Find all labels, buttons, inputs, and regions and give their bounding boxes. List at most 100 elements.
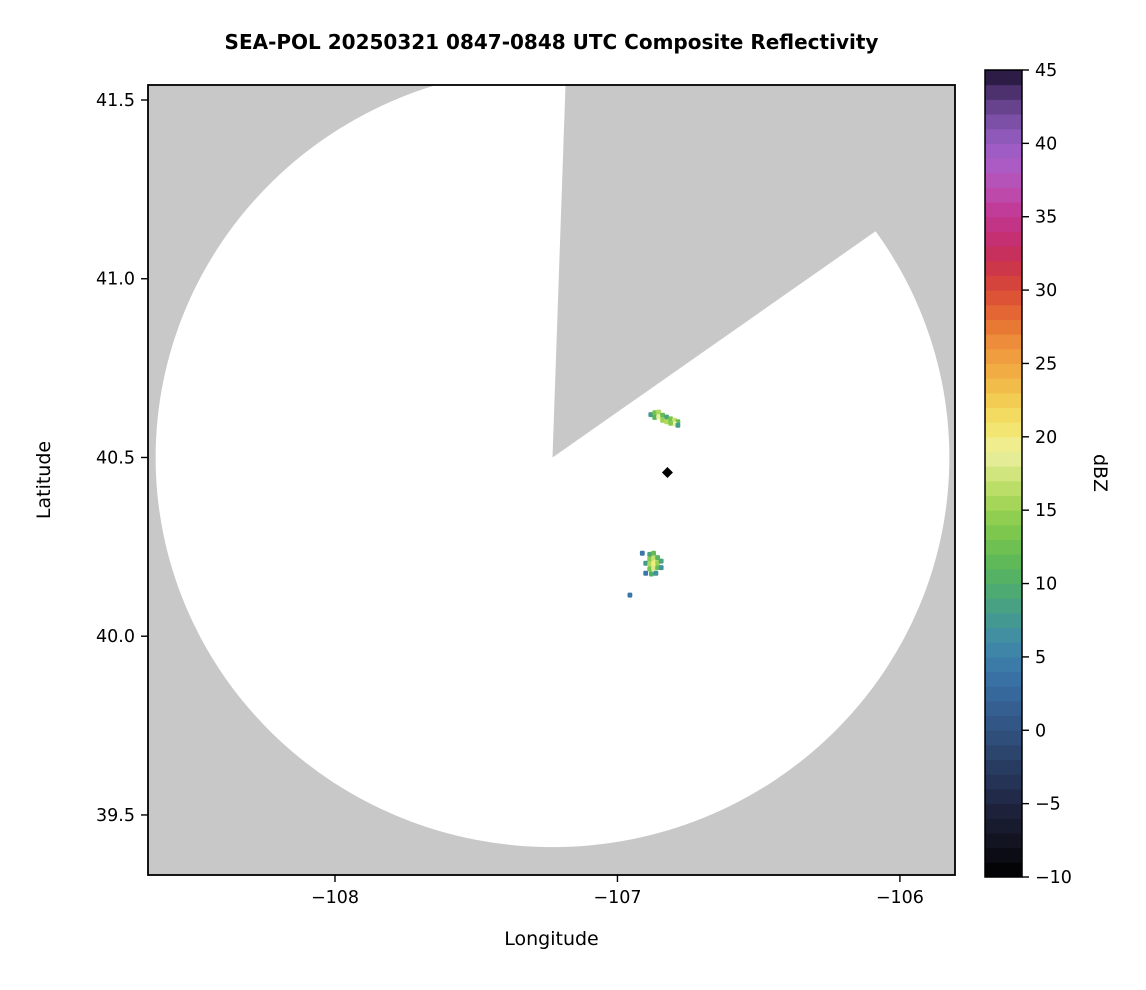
site-marker bbox=[661, 466, 673, 478]
x-tick-label: −106 bbox=[876, 888, 924, 908]
colorbar-band bbox=[985, 114, 1022, 130]
colorbar-band bbox=[985, 422, 1022, 438]
colorbar-band bbox=[985, 554, 1022, 570]
y-tick-label: 39.5 bbox=[96, 806, 135, 826]
colorbar-tick-label: 45 bbox=[1035, 61, 1057, 81]
colorbar-band bbox=[985, 671, 1022, 687]
colorbar-band bbox=[985, 803, 1022, 819]
echo-cell-cell-south bbox=[647, 561, 653, 567]
colorbar-band bbox=[985, 319, 1022, 335]
colorbar-band bbox=[985, 612, 1022, 629]
colorbar-tick-label: 15 bbox=[1035, 501, 1057, 521]
y-tick-label: 40.5 bbox=[96, 448, 135, 468]
colorbar-tick-label: 0 bbox=[1035, 721, 1046, 741]
colorbar-band bbox=[985, 158, 1022, 174]
colorbar-band bbox=[985, 304, 1022, 320]
echo-cell-cell-south bbox=[653, 570, 659, 576]
colorbar-band bbox=[985, 84, 1022, 100]
colorbar-band bbox=[985, 363, 1022, 379]
y-tick-label: 40.0 bbox=[96, 627, 135, 647]
colorbar-band bbox=[985, 744, 1022, 761]
y-axis-label: Latitude bbox=[33, 440, 55, 520]
colorbar-band bbox=[985, 510, 1022, 526]
echo-cell-cell-north bbox=[656, 409, 662, 415]
colorbar-band bbox=[985, 187, 1022, 203]
colorbar-band bbox=[985, 715, 1022, 731]
echo-cell-cell-south bbox=[647, 566, 653, 572]
echo-cell-cell-north bbox=[652, 414, 658, 420]
plot-border bbox=[147, 84, 956, 876]
echo-cell-cell-north bbox=[668, 416, 673, 422]
colorbar-band bbox=[985, 818, 1022, 834]
colorbar-band bbox=[985, 348, 1022, 364]
echo-cell-cell-south bbox=[651, 555, 656, 561]
echo-cell-cell-north bbox=[652, 410, 658, 416]
colorbar-band bbox=[985, 260, 1022, 276]
colorbar-band bbox=[985, 627, 1022, 643]
colorbar-band bbox=[985, 847, 1022, 863]
colorbar: 45 40 35 30 25 20 15 10 5 0 −5 −10 bbox=[984, 61, 1072, 888]
echo-cell-cell-south bbox=[639, 550, 645, 556]
colorbar-tick-label: 25 bbox=[1035, 354, 1057, 374]
colorbar-band bbox=[985, 246, 1022, 262]
echo-cell-cell-south bbox=[643, 560, 649, 566]
colorbar-band bbox=[985, 436, 1022, 452]
x-tick-label: −108 bbox=[311, 888, 359, 908]
echo-cell-cell-south bbox=[651, 550, 656, 556]
colorbar-band bbox=[985, 70, 1022, 86]
colorbar-band bbox=[985, 466, 1022, 482]
echo-cell-cell-north bbox=[668, 420, 673, 426]
echo-cell-cell-north bbox=[656, 414, 662, 420]
colorbar-band bbox=[985, 275, 1022, 291]
echo-cell-cell-south bbox=[649, 571, 654, 577]
colorbar-band bbox=[985, 832, 1022, 849]
colorbar-band bbox=[985, 598, 1022, 614]
echo-cell-cell-south bbox=[647, 556, 653, 562]
echo-cell-cell-south bbox=[658, 565, 664, 571]
colorbar-border bbox=[984, 69, 1023, 878]
echo-cell-cell-south bbox=[643, 570, 649, 576]
echo-cell-cell-south bbox=[651, 565, 656, 571]
echo-cell-cell-north bbox=[648, 412, 654, 418]
y-tick-label: 41.0 bbox=[96, 270, 135, 290]
echo-cell-cell-south bbox=[655, 555, 660, 561]
colorbar-tick-label: −10 bbox=[1035, 868, 1072, 888]
colorbar-band bbox=[985, 495, 1022, 511]
echo-cell-cell-south bbox=[647, 551, 653, 557]
colorbar-band bbox=[985, 642, 1022, 658]
colorbar-band bbox=[985, 172, 1022, 188]
x-axis-label: Longitude bbox=[504, 928, 599, 950]
colorbar-band bbox=[985, 99, 1022, 115]
colorbar-band bbox=[985, 539, 1022, 555]
colorbar-band bbox=[985, 568, 1022, 585]
colorbar-band bbox=[985, 774, 1022, 790]
colorbar-band bbox=[985, 143, 1022, 159]
colorbar-label: dBZ bbox=[1089, 453, 1111, 493]
colorbar-tick-label: 40 bbox=[1035, 134, 1057, 154]
chart-title: SEA-POL 20250321 0847-0848 UTC Composite… bbox=[224, 30, 879, 54]
colorbar-tick-label: 10 bbox=[1035, 575, 1057, 595]
colorbar-band bbox=[985, 656, 1022, 673]
colorbar-band bbox=[985, 480, 1022, 497]
colorbar-band bbox=[985, 524, 1022, 541]
colorbar-tick-label: −5 bbox=[1035, 795, 1061, 815]
colorbar-band bbox=[985, 128, 1022, 144]
colorbar-band bbox=[985, 290, 1022, 306]
echo-cell-cell-north bbox=[664, 419, 669, 425]
colorbar-band bbox=[985, 730, 1022, 746]
colorbar-band bbox=[985, 788, 1022, 805]
colorbar-band bbox=[985, 451, 1022, 467]
colorbar-band bbox=[985, 407, 1022, 423]
echo-cell-cell-north bbox=[660, 417, 665, 423]
colorbar-tick-label: 30 bbox=[1035, 281, 1057, 301]
colorbar-band bbox=[985, 334, 1022, 350]
colorbar-band bbox=[985, 378, 1022, 394]
echo-cell-cell-south bbox=[651, 560, 656, 566]
x-tick-label: −107 bbox=[593, 888, 641, 908]
colorbar-band bbox=[985, 700, 1022, 717]
colorbar-band bbox=[985, 231, 1022, 247]
colorbar-band bbox=[985, 583, 1022, 599]
echo-cell-cell-tiny bbox=[627, 592, 633, 598]
